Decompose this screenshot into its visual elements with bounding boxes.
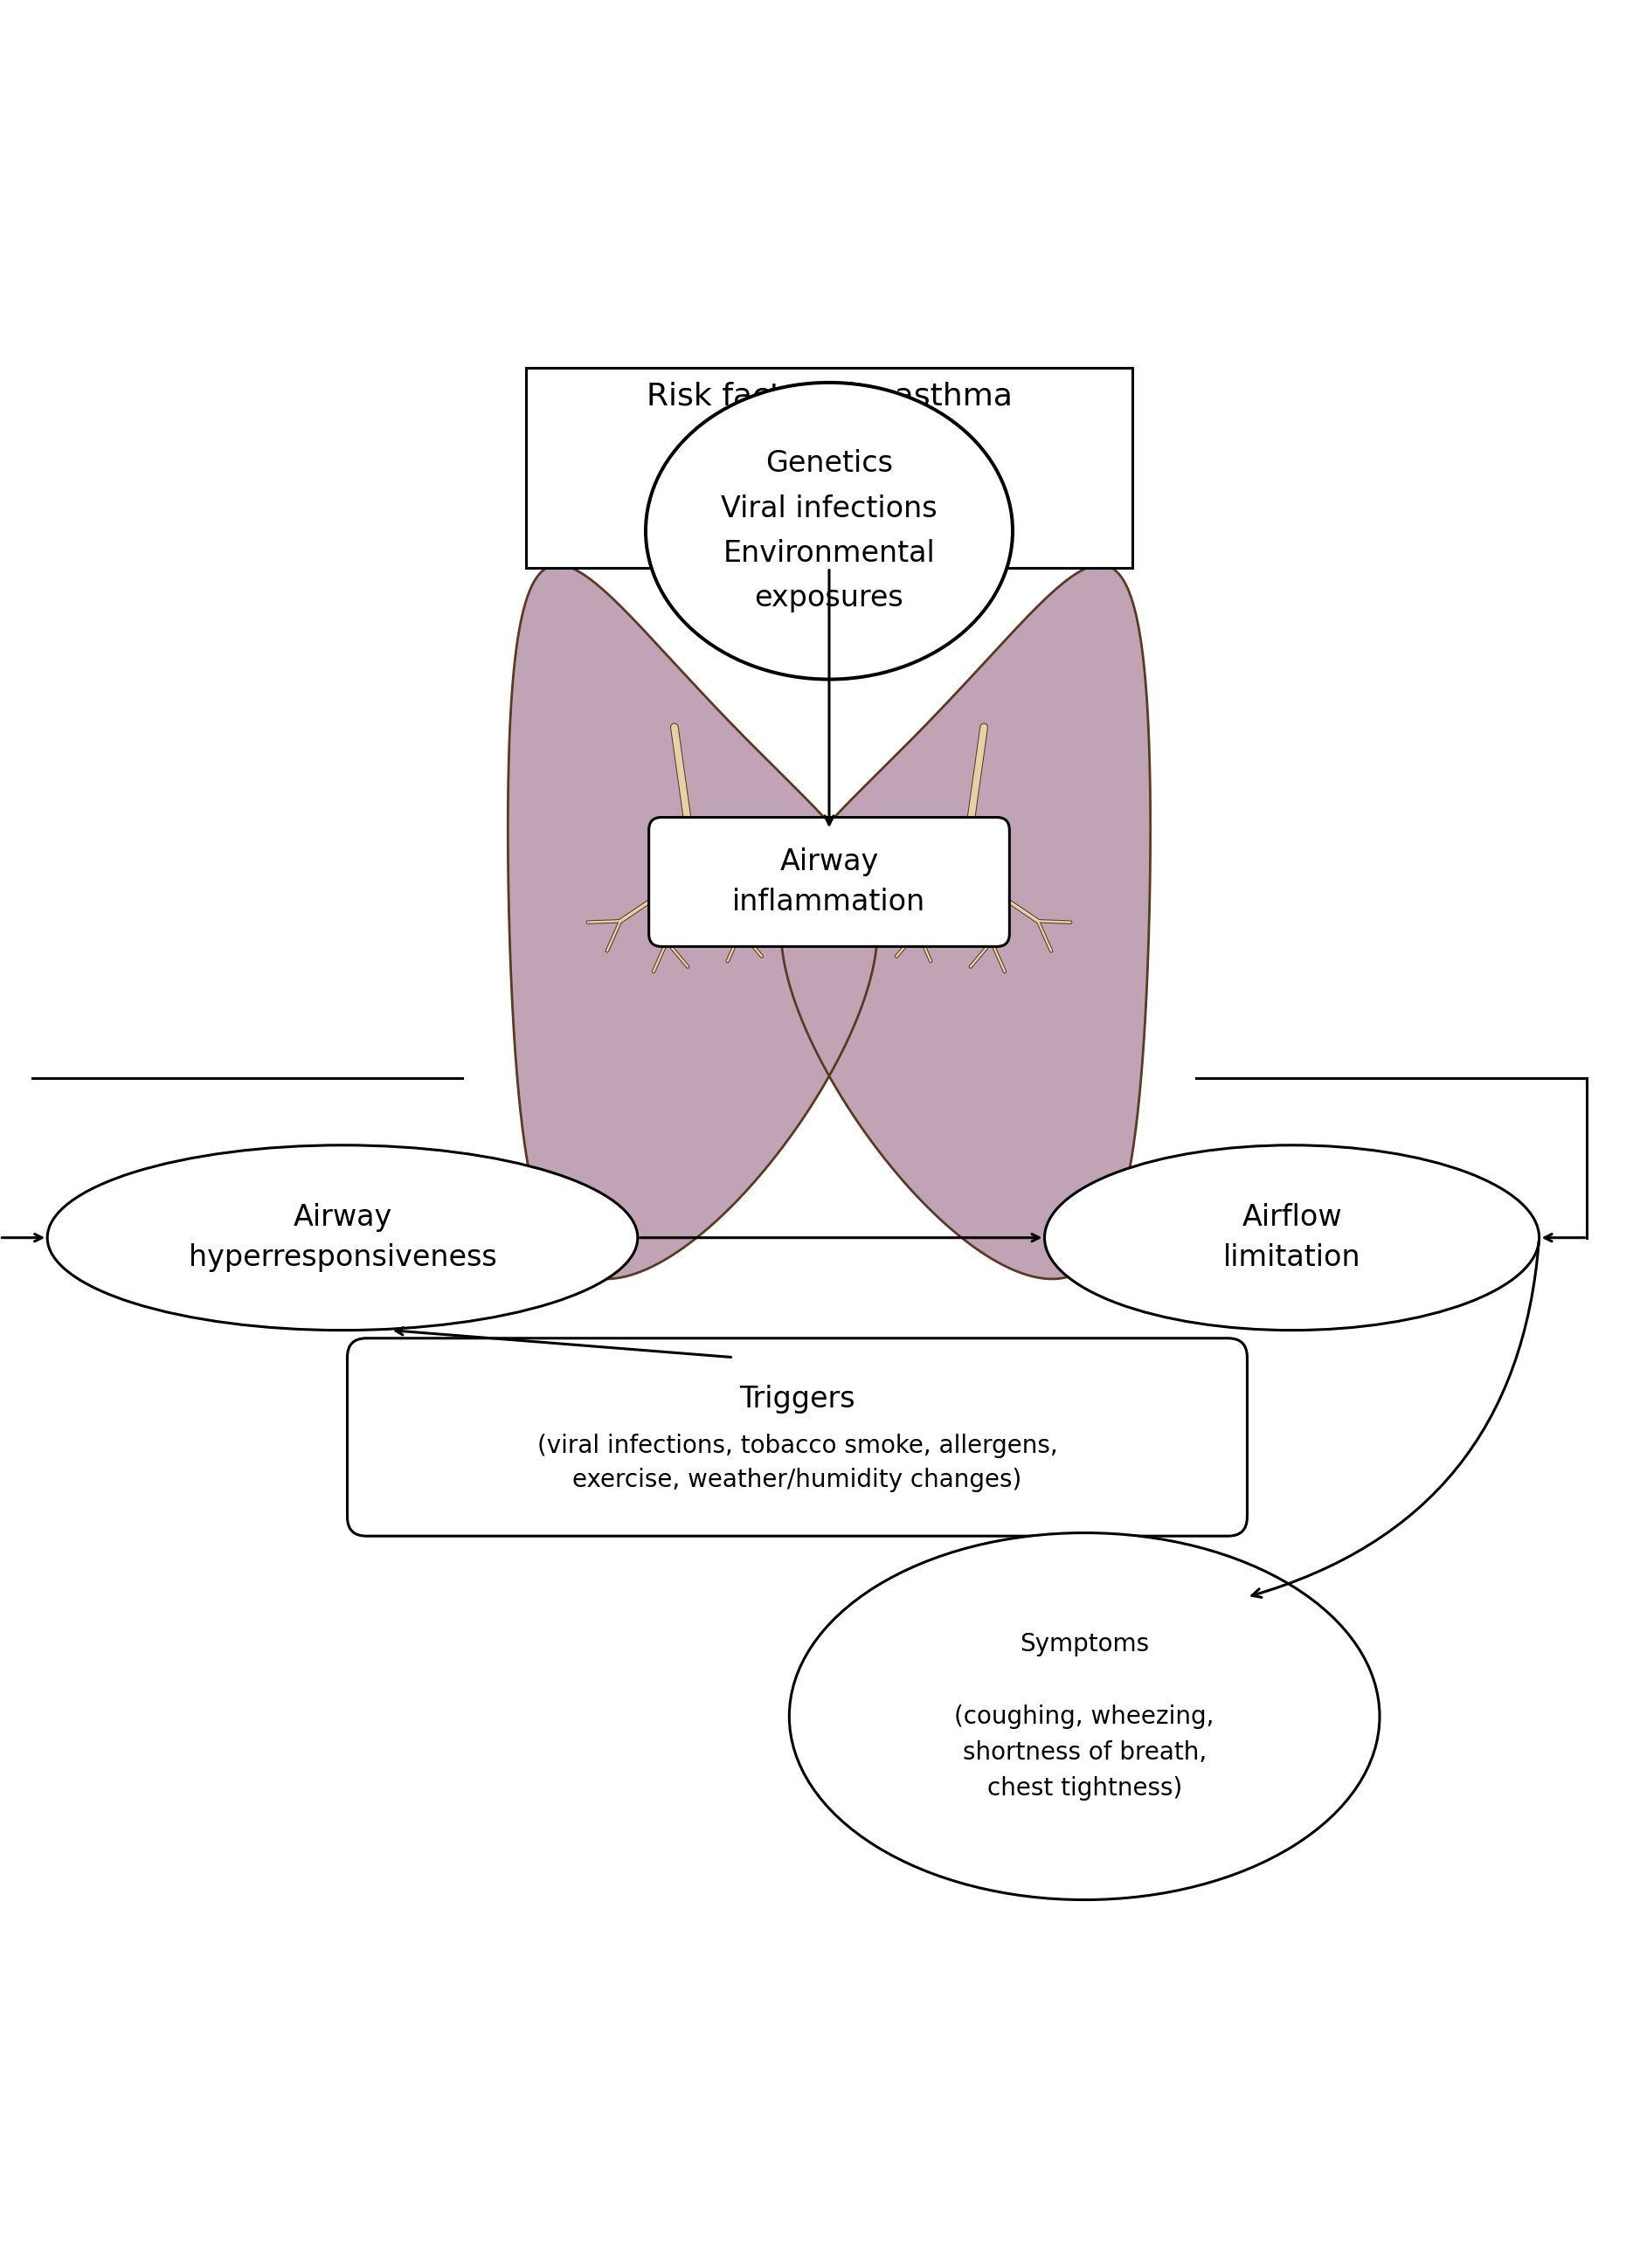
- Text: (viral infections, tobacco smoke, allergens,
exercise, weather/humidity changes): (viral infections, tobacco smoke, allerg…: [537, 1433, 1058, 1492]
- Text: Genetics
Viral infections
Environmental
exposures: Genetics Viral infections Environmental …: [722, 449, 937, 612]
- Polygon shape: [781, 565, 1150, 1279]
- Ellipse shape: [47, 1145, 639, 1331]
- Text: Symptoms

(coughing, wheezing,
shortness of breath,
chest tightness): Symptoms (coughing, wheezing, shortness …: [954, 1633, 1215, 1801]
- Polygon shape: [508, 565, 877, 1279]
- Text: Triggers: Triggers: [740, 1383, 856, 1413]
- Text: Risk factors for asthma: Risk factors for asthma: [647, 381, 1012, 411]
- Text: Airway
inflammation: Airway inflammation: [733, 848, 926, 916]
- FancyBboxPatch shape: [526, 367, 1132, 567]
- FancyBboxPatch shape: [648, 816, 1009, 946]
- Ellipse shape: [1045, 1145, 1540, 1331]
- FancyBboxPatch shape: [348, 1338, 1248, 1535]
- Text: Airflow
limitation: Airflow limitation: [1223, 1204, 1360, 1272]
- Ellipse shape: [789, 1533, 1380, 1901]
- Ellipse shape: [645, 383, 1012, 680]
- Text: Airway
hyperresponsiveness: Airway hyperresponsiveness: [188, 1204, 496, 1272]
